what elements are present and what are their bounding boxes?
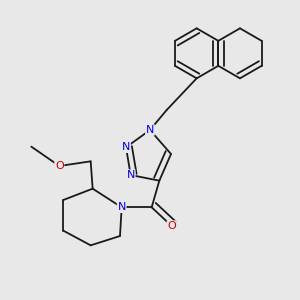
Text: O: O <box>167 221 176 231</box>
Text: O: O <box>55 161 64 171</box>
Text: N: N <box>118 202 126 212</box>
Text: N: N <box>122 142 130 152</box>
Text: N: N <box>146 125 154 135</box>
Text: N: N <box>127 170 135 180</box>
